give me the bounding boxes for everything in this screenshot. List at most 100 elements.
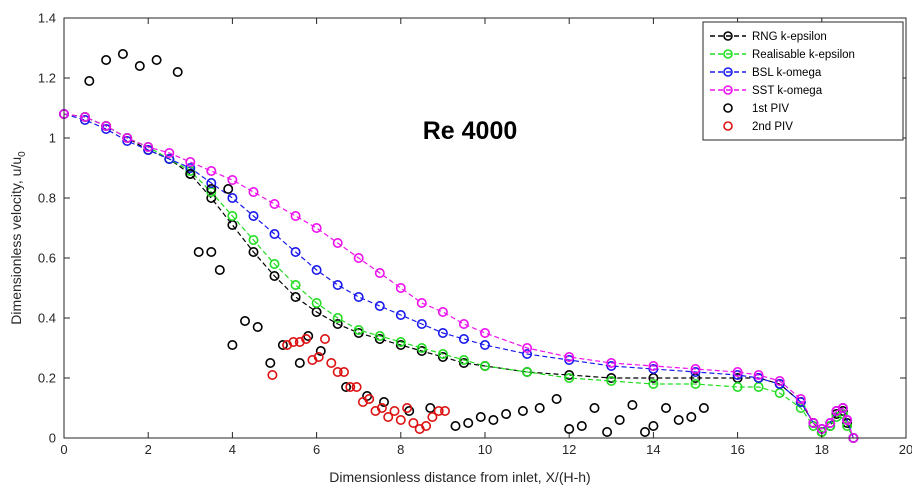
legend-label: Realisable k-epsilon [752, 49, 855, 61]
x-tick-label: 16 [730, 442, 744, 457]
data-point [269, 199, 280, 210]
data-point [332, 318, 343, 329]
data-point [690, 378, 701, 389]
data-point [479, 327, 490, 338]
data-point [576, 420, 587, 431]
data-point [808, 417, 819, 428]
data-point [374, 333, 385, 344]
data-point [353, 324, 364, 335]
legend-items: RNG k-epsilon Realisable k-epsilon BSL k-o… [710, 31, 855, 133]
data-point [378, 396, 389, 407]
data-point [648, 420, 659, 431]
data-point [475, 411, 486, 422]
data-point [383, 411, 394, 422]
data-point [269, 258, 280, 269]
data-point [686, 411, 697, 422]
data-point [248, 187, 259, 198]
data-point [151, 54, 162, 65]
data-point [101, 54, 112, 65]
y-axis-label-main: Dimensionless velocity, u/u [8, 157, 24, 325]
data-point [319, 333, 330, 344]
data-point [690, 366, 701, 377]
data-point [117, 48, 128, 59]
data-point [660, 402, 671, 413]
data-point [522, 342, 533, 353]
data-point [753, 369, 764, 380]
data-point [517, 405, 528, 416]
data-point [837, 402, 848, 413]
data-point [193, 247, 204, 258]
y-tick-label: 0.4 [38, 311, 56, 326]
data-point [416, 318, 427, 329]
data-point [416, 342, 427, 353]
ticks-layer: 0 2 4 6 8 10 12 14 16 18 20 0 0.2 0.4 0.6 0.8 1 1.2 1.4 [38, 11, 912, 458]
data-point [606, 357, 617, 368]
data-point [364, 393, 375, 404]
data-point [353, 291, 364, 302]
x-tick-label: 10 [478, 442, 492, 457]
data-point [458, 354, 469, 365]
legend-label: 2nd PIV [752, 121, 793, 133]
data-point [134, 60, 145, 71]
data-point [269, 270, 280, 281]
data-point [627, 399, 638, 410]
x-tick-label: 12 [562, 442, 576, 457]
data-point [80, 112, 91, 123]
data-point [753, 372, 764, 383]
data-point [395, 309, 406, 320]
data-point [488, 414, 499, 425]
x-tick-label: 6 [313, 442, 320, 457]
legend-marker [723, 49, 733, 59]
legend-label: RNG k-epsilon [752, 31, 827, 43]
data-point [214, 264, 225, 275]
data-point [206, 247, 217, 258]
data-point [825, 417, 836, 428]
data-point [122, 136, 133, 147]
data-point [458, 357, 469, 368]
data-point [774, 375, 785, 386]
data-point [395, 339, 406, 350]
series-group [84, 48, 709, 437]
marks-layer [58, 48, 859, 443]
x-tick-label: 0 [60, 442, 67, 457]
legend-marker [723, 67, 733, 77]
data-point [479, 339, 490, 350]
y-tick-label: 0.6 [38, 251, 56, 266]
series-group [58, 109, 859, 443]
data-point [311, 264, 322, 275]
data-point [606, 372, 617, 383]
x-tick-label: 4 [229, 442, 236, 457]
data-point [534, 402, 545, 413]
data-point [522, 366, 533, 377]
data-point [172, 67, 183, 78]
legend-label: SST k-omega [752, 85, 823, 97]
data-point [185, 157, 196, 168]
data-point [227, 339, 238, 350]
x-tick-label: 2 [145, 442, 152, 457]
data-point [326, 357, 337, 368]
data-point [353, 327, 364, 338]
annotation-text: Re 4000 [423, 117, 518, 145]
data-point [341, 381, 352, 392]
data-point [439, 405, 450, 416]
data-point [402, 402, 413, 413]
data-point [376, 402, 387, 413]
data-point [698, 402, 709, 413]
y-tick-label: 0.2 [38, 371, 56, 386]
data-point [602, 426, 613, 437]
data-point [732, 366, 743, 377]
data-point [564, 372, 575, 383]
data-point [290, 211, 301, 222]
data-point [345, 381, 356, 392]
data-point [795, 393, 806, 404]
data-point [450, 420, 461, 431]
data-point [501, 408, 512, 419]
data-point [313, 351, 324, 362]
data-point [315, 345, 326, 356]
y-tick-label: 0.8 [38, 191, 56, 206]
data-point [84, 76, 95, 87]
y-tick-label: 1.2 [38, 71, 56, 86]
data-point [842, 414, 853, 425]
data-point [564, 369, 575, 380]
